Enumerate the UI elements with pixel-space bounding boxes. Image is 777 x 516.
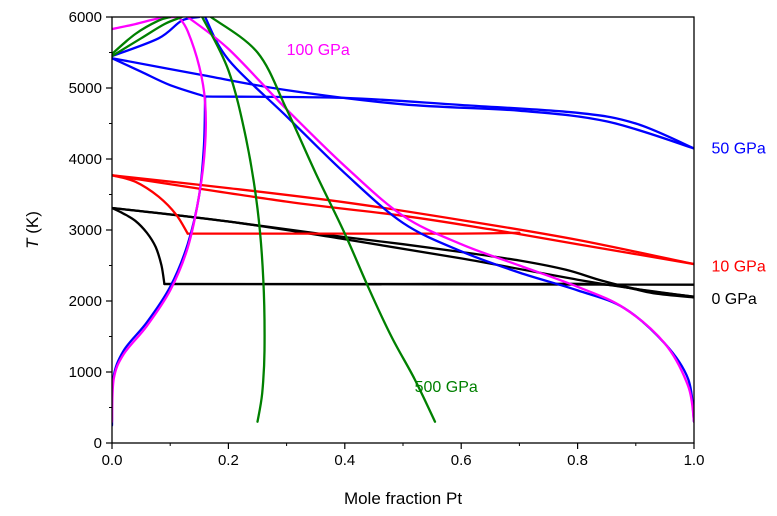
x-axis-title: Mole fraction Pt (344, 489, 462, 508)
series-0-gpa (112, 206, 694, 299)
phase-boundary-50-gpa-1 (112, 95, 207, 427)
phase-boundary-10-gpa-4 (186, 231, 521, 235)
phase-boundary-0-gpa-5 (163, 282, 694, 286)
phase-boundary-500-gpa-4 (209, 17, 437, 423)
series-500-gpa (112, 17, 437, 423)
y-tick-label: 4000 (69, 151, 102, 168)
series-50-gpa (112, 17, 694, 427)
phase-boundary-50-gpa-5 (112, 17, 201, 58)
y-tick-label: 1000 (69, 364, 102, 381)
series-100-gpa (112, 17, 694, 423)
series-label-10-gpa: 10 GPa (711, 259, 765, 276)
phase-boundary-10-gpa-3 (112, 174, 694, 266)
x-tick-label: 0.8 (567, 452, 588, 469)
x-tick-label: 0.0 (102, 452, 123, 469)
series-label-layer: 0 GPa 10 GPa 50 GPa 100 GPa 500 GPa (287, 42, 766, 396)
y-axis-title: T (K) (23, 211, 42, 249)
y-tick-label: 6000 (69, 9, 102, 26)
phase-boundary-50-gpa-2 (112, 57, 207, 98)
phase-boundary-100-gpa-1 (112, 17, 207, 423)
phase-boundary-500-gpa-2 (112, 17, 172, 56)
series-label-0-gpa: 0 GPa (711, 291, 756, 308)
x-tick-label: 0.6 (451, 452, 472, 469)
y-tick-label: 0 (94, 435, 102, 452)
series-10-gpa (112, 174, 694, 266)
phase-boundary-100-gpa-3 (186, 17, 694, 423)
y-tick-label: 2000 (69, 293, 102, 310)
curve-layer (112, 17, 694, 427)
phase-boundary-0-gpa-4 (163, 282, 694, 299)
phase-boundary-10-gpa-1 (112, 174, 189, 235)
y-axis-unit: (K) (23, 211, 42, 234)
series-label-100-gpa: 100 GPa (287, 42, 350, 59)
y-tick-label: 5000 (69, 80, 102, 97)
phase-boundary-500-gpa-3 (201, 17, 266, 423)
tick-layer: 0.0 0.2 0.4 0.6 0.8 1.0 0 1000 2000 3000 4000 5000 6… (69, 9, 705, 469)
phase-boundary-50-gpa-4 (203, 95, 694, 150)
x-tick-label: 0.2 (218, 452, 239, 469)
x-tick-label: 1.0 (684, 452, 705, 469)
series-label-50-gpa: 50 GPa (711, 141, 765, 158)
x-tick-label: 0.4 (334, 452, 355, 469)
plot-frame (111, 16, 695, 444)
phase-boundary-50-gpa-3 (112, 57, 694, 150)
phase-boundary-0-gpa-1 (112, 206, 166, 286)
phase-boundary-500-gpa-1 (112, 17, 183, 58)
phase-boundary-10-gpa-2 (112, 174, 694, 266)
y-axis-symbol: T (23, 237, 42, 249)
series-label-500-gpa: 500 GPa (415, 379, 478, 396)
y-tick-label: 3000 (69, 222, 102, 239)
